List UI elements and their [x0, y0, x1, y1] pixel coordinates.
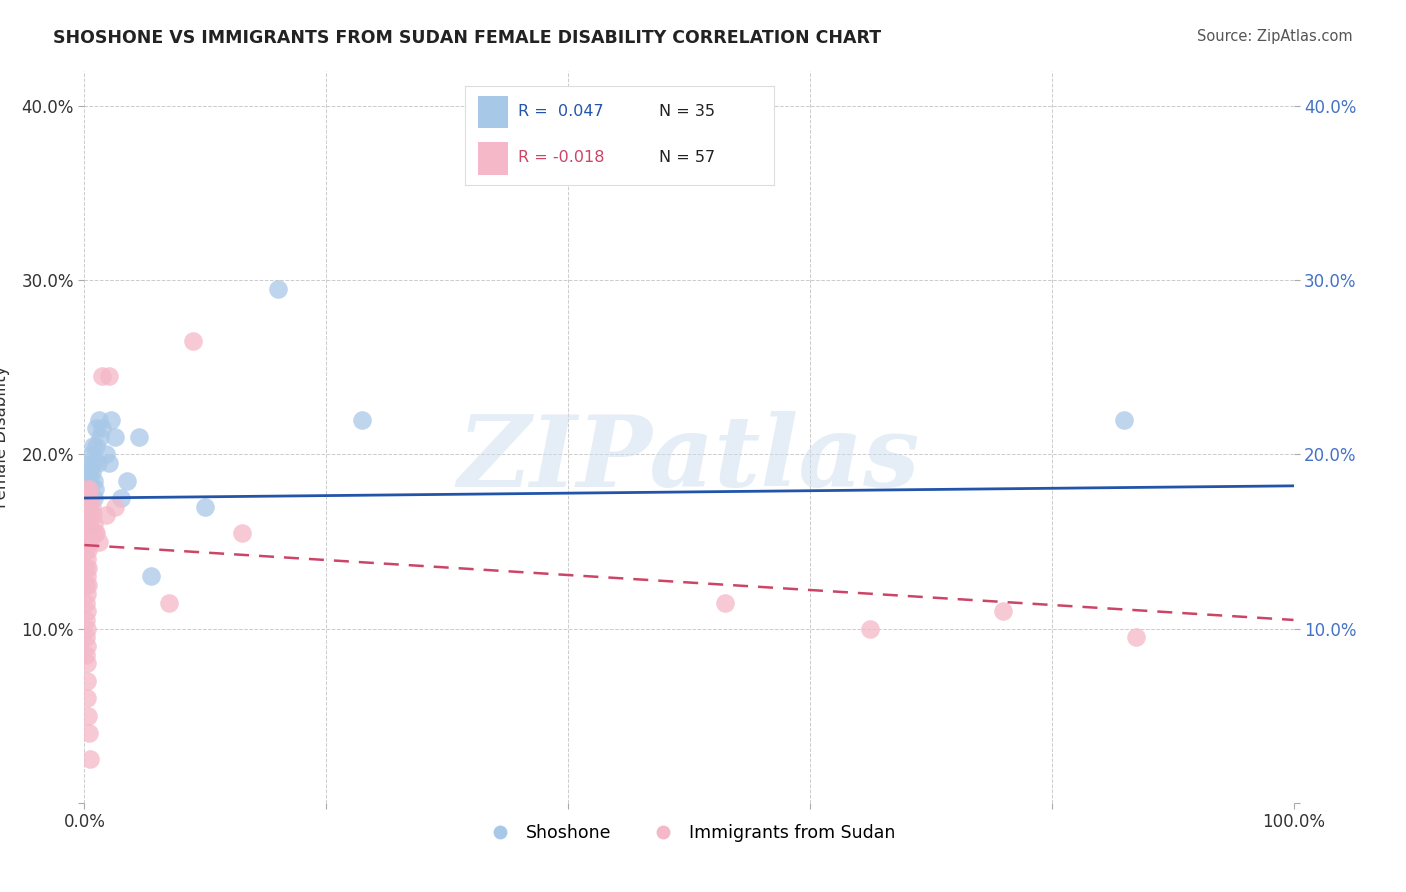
Text: ZIPatlas: ZIPatlas: [458, 411, 920, 508]
Point: [79, 491, 101, 505]
Point: [84, 483, 107, 497]
Point: [86, 456, 108, 470]
Y-axis label: Female Disability: Female Disability: [0, 366, 10, 508]
Point: [77, 491, 100, 505]
Point: [80, 500, 103, 514]
Point: [77, 483, 100, 497]
Point: [76, 691, 98, 706]
Point: [86, 421, 108, 435]
Point: [77, 534, 100, 549]
Point: [76, 534, 98, 549]
Point: [76, 517, 98, 532]
Point: [84, 525, 107, 540]
Point: [77, 543, 100, 558]
Point: [82, 439, 104, 453]
Point: [79, 456, 101, 470]
Point: [75, 508, 97, 523]
Point: [79, 491, 101, 505]
Point: [86, 525, 108, 540]
Point: [75, 560, 97, 574]
Legend: Shoshone, Immigrants from Sudan: Shoshone, Immigrants from Sudan: [475, 817, 903, 849]
Point: [76, 639, 98, 653]
Point: [77, 726, 100, 740]
Point: [75, 491, 97, 505]
Point: [80, 448, 103, 462]
Point: [75, 543, 97, 558]
Point: [82, 456, 104, 470]
Point: [104, 500, 127, 514]
Point: [75, 595, 97, 609]
Point: [110, 491, 132, 505]
Point: [80, 525, 103, 540]
Point: [76, 569, 98, 583]
Point: [79, 752, 101, 766]
Point: [91, 369, 114, 384]
Point: [94, 508, 117, 523]
Point: [77, 465, 100, 479]
Point: [714, 595, 737, 609]
Point: [181, 334, 204, 349]
Point: [86, 439, 108, 453]
Point: [77, 578, 100, 592]
Point: [82, 508, 104, 523]
Point: [77, 560, 100, 574]
Point: [76, 587, 98, 601]
Point: [77, 508, 100, 523]
Point: [993, 604, 1015, 618]
Point: [194, 500, 217, 514]
Point: [75, 648, 97, 662]
Point: [87, 412, 110, 426]
Point: [104, 430, 127, 444]
Point: [115, 474, 138, 488]
Text: Source: ZipAtlas.com: Source: ZipAtlas.com: [1197, 29, 1353, 45]
Point: [80, 465, 103, 479]
Point: [75, 578, 97, 592]
Point: [77, 474, 100, 488]
Point: [76, 483, 98, 497]
Point: [77, 483, 100, 497]
Point: [75, 613, 97, 627]
Point: [352, 412, 374, 426]
Point: [76, 673, 98, 688]
Point: [89, 430, 111, 444]
Point: [77, 517, 100, 532]
Point: [100, 412, 122, 426]
Point: [1125, 631, 1147, 645]
Point: [75, 525, 97, 540]
Point: [77, 500, 100, 514]
Point: [94, 448, 117, 462]
Point: [87, 534, 110, 549]
Point: [77, 500, 100, 514]
Point: [76, 657, 98, 671]
Point: [75, 631, 97, 645]
Point: [97, 369, 120, 384]
Point: [83, 491, 105, 505]
Point: [77, 525, 100, 540]
Point: [79, 474, 101, 488]
Point: [231, 525, 253, 540]
Point: [83, 517, 105, 532]
Point: [79, 508, 101, 523]
Point: [77, 491, 100, 505]
Text: SHOSHONE VS IMMIGRANTS FROM SUDAN FEMALE DISABILITY CORRELATION CHART: SHOSHONE VS IMMIGRANTS FROM SUDAN FEMALE…: [53, 29, 882, 47]
Point: [76, 500, 98, 514]
Point: [76, 622, 98, 636]
Point: [76, 604, 98, 618]
Point: [77, 508, 100, 523]
Point: [77, 517, 100, 532]
Point: [157, 595, 180, 609]
Point: [79, 525, 101, 540]
Point: [97, 456, 120, 470]
Point: [1114, 412, 1136, 426]
Point: [83, 474, 105, 488]
Point: [77, 708, 100, 723]
Point: [128, 430, 150, 444]
Point: [76, 552, 98, 566]
Point: [859, 622, 882, 636]
Point: [139, 569, 162, 583]
Point: [267, 282, 290, 296]
Point: [91, 421, 114, 435]
